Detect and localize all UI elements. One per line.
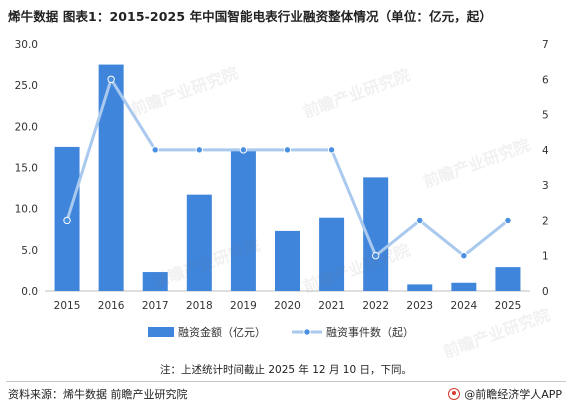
y-right-tick-label: 2: [542, 215, 549, 227]
y-right-tick-label: 0: [542, 286, 549, 298]
y-right-tick-label: 1: [542, 251, 549, 263]
legend-line-marker: [303, 328, 311, 336]
line-point: [283, 146, 292, 154]
line-point: [151, 146, 159, 154]
y-left-tick-label: 20.0: [15, 121, 38, 133]
x-tick-label: 2019: [230, 300, 257, 312]
x-tick-label: 2024: [450, 300, 477, 312]
brand-label: @前瞻经济学人APP: [448, 386, 562, 402]
y-left-tick-label: 5.0: [21, 245, 38, 257]
y-left-tick-label: 0.0: [21, 286, 38, 298]
bar: [230, 148, 256, 291]
y-left-tick-label: 25.0: [15, 80, 38, 92]
line-point: [416, 216, 424, 225]
x-tick-label: 2015: [54, 300, 81, 312]
y-right-tick-label: 4: [542, 145, 549, 157]
brand-text: @前瞻经济学人APP: [464, 388, 562, 401]
y-right-tick-label: 3: [542, 180, 549, 192]
x-tick-label: 2018: [186, 300, 213, 312]
bar: [186, 194, 212, 291]
x-tick-label: 2020: [274, 300, 301, 312]
bar: [495, 267, 521, 291]
bar: [98, 64, 124, 291]
line-point: [239, 146, 248, 154]
line-point: [460, 252, 468, 260]
line-point: [504, 216, 512, 225]
legend-line-label: 融资事件数（起）: [326, 326, 414, 339]
line-point: [63, 216, 71, 225]
bar: [451, 282, 477, 291]
y-left-tick-label: 30.0: [15, 39, 38, 51]
line-point: [195, 146, 204, 154]
bar: [407, 284, 433, 291]
footer-divider: [6, 381, 566, 382]
bar: [275, 230, 300, 291]
legend-bar-swatch: [148, 327, 174, 337]
x-tick-label: 2025: [495, 300, 522, 312]
x-tick-label: 2017: [142, 300, 169, 312]
y-right-tick-label: 7: [542, 39, 549, 51]
y-right-tick-label: 5: [542, 110, 549, 122]
line-point: [107, 75, 115, 83]
brand-logo-icon: [448, 388, 461, 400]
chart-title: 烯牛数据 图表1：2015-2025 年中国智能电表行业融资整体情况（单位：亿元…: [8, 9, 492, 24]
bar: [142, 272, 168, 291]
y-right-tick-label: 6: [542, 74, 549, 86]
line-point: [371, 252, 380, 260]
bar: [319, 217, 345, 291]
y-left-tick-label: 10.0: [15, 204, 38, 216]
x-tick-label: 2021: [318, 300, 345, 312]
line-point: [327, 146, 336, 154]
source-text: 资料来源：烯牛数据 前瞻产业研究院: [8, 388, 188, 401]
y-left-tick-label: 15.0: [15, 163, 38, 175]
legend-bar-label: 融资金额（亿元）: [178, 325, 266, 339]
x-tick-label: 2016: [98, 300, 125, 312]
x-tick-label: 2023: [406, 300, 433, 312]
x-tick-label: 2022: [362, 300, 389, 312]
line-series: [65, 77, 509, 258]
chart-note: 注：上述统计时间截止 2025 年 12 月 10 日，下同。: [160, 364, 412, 376]
